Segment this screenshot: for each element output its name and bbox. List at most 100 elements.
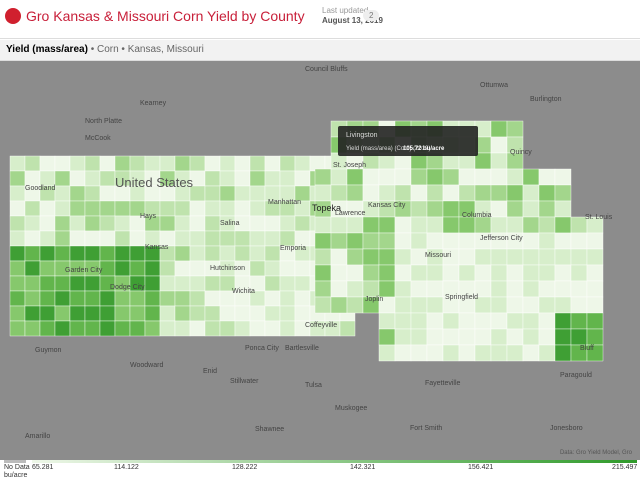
county xyxy=(174,245,191,262)
county xyxy=(442,184,460,202)
county xyxy=(54,245,71,262)
county xyxy=(554,216,572,234)
county xyxy=(39,230,56,247)
county xyxy=(538,296,556,314)
county xyxy=(586,344,604,362)
county xyxy=(279,305,296,322)
county xyxy=(522,216,540,234)
county xyxy=(442,344,460,362)
county xyxy=(9,215,26,232)
county xyxy=(264,275,281,292)
county xyxy=(204,230,221,247)
county xyxy=(279,290,296,307)
county xyxy=(506,216,524,234)
county xyxy=(554,328,572,346)
place-label: Emporia xyxy=(280,245,306,252)
county xyxy=(538,248,556,266)
county xyxy=(586,296,604,314)
county xyxy=(426,232,444,250)
place-label: Topeka xyxy=(312,203,341,213)
place-label: North Platte xyxy=(85,118,122,125)
place-label: Jefferson City xyxy=(480,235,523,242)
county xyxy=(264,260,281,277)
county xyxy=(99,215,116,232)
county xyxy=(39,275,56,292)
county xyxy=(426,280,444,298)
legend-stop: 128.222 xyxy=(232,464,258,471)
county xyxy=(394,280,412,298)
place-label: Shawnee xyxy=(255,426,284,433)
county xyxy=(586,264,604,282)
county xyxy=(249,200,266,217)
county xyxy=(554,264,572,282)
county xyxy=(84,245,101,262)
county xyxy=(189,305,206,322)
county xyxy=(159,290,176,307)
county xyxy=(24,170,41,187)
county xyxy=(362,216,380,234)
county xyxy=(69,155,86,172)
county xyxy=(394,216,412,234)
county xyxy=(114,215,131,232)
county xyxy=(144,260,161,277)
county xyxy=(279,215,296,232)
county xyxy=(522,232,540,250)
county xyxy=(394,344,412,362)
detail: • Corn • Kansas, Missouri xyxy=(90,44,204,55)
county xyxy=(9,305,26,322)
tooltip-box xyxy=(338,126,478,156)
county xyxy=(114,200,131,217)
county xyxy=(39,170,56,187)
county xyxy=(219,200,236,217)
county xyxy=(426,216,444,234)
county xyxy=(330,280,348,298)
place-label: Guymon xyxy=(35,347,62,354)
county xyxy=(9,290,26,307)
no-data-swatch xyxy=(4,460,26,463)
county xyxy=(314,168,332,186)
county xyxy=(330,232,348,250)
county xyxy=(174,275,191,292)
county xyxy=(144,320,161,337)
county xyxy=(554,200,572,218)
county xyxy=(234,185,251,202)
county xyxy=(442,232,460,250)
header: Gro Kansas & Missouri Corn Yield by Coun… xyxy=(0,0,640,39)
views[interactable]: 2 xyxy=(363,10,380,21)
county xyxy=(69,200,86,217)
county xyxy=(204,215,221,232)
county xyxy=(264,155,281,172)
county xyxy=(99,185,116,202)
map[interactable]: Des MoinesCouncil BluffsOttumwaBurlingto… xyxy=(0,61,640,460)
county xyxy=(586,248,604,266)
county xyxy=(189,260,206,277)
county xyxy=(570,296,588,314)
logo[interactable] xyxy=(5,8,21,24)
county xyxy=(506,248,524,266)
county xyxy=(174,290,191,307)
county xyxy=(144,290,161,307)
county xyxy=(506,168,524,186)
county xyxy=(144,275,161,292)
county xyxy=(54,290,71,307)
county xyxy=(538,312,556,330)
county xyxy=(114,260,131,277)
county xyxy=(219,320,236,337)
county xyxy=(24,305,41,322)
county xyxy=(458,232,476,250)
place-label: Burlington xyxy=(530,96,562,103)
county xyxy=(586,312,604,330)
county xyxy=(279,155,296,172)
county xyxy=(174,200,191,217)
county xyxy=(174,230,191,247)
county xyxy=(458,264,476,282)
county xyxy=(394,328,412,346)
county xyxy=(84,290,101,307)
county xyxy=(54,200,71,217)
county xyxy=(249,260,266,277)
county xyxy=(189,290,206,307)
county xyxy=(24,215,41,232)
county xyxy=(570,280,588,298)
tooltip-label: Yield (mass/area) (Corn) (2019) xyxy=(346,146,430,152)
county xyxy=(314,216,332,234)
